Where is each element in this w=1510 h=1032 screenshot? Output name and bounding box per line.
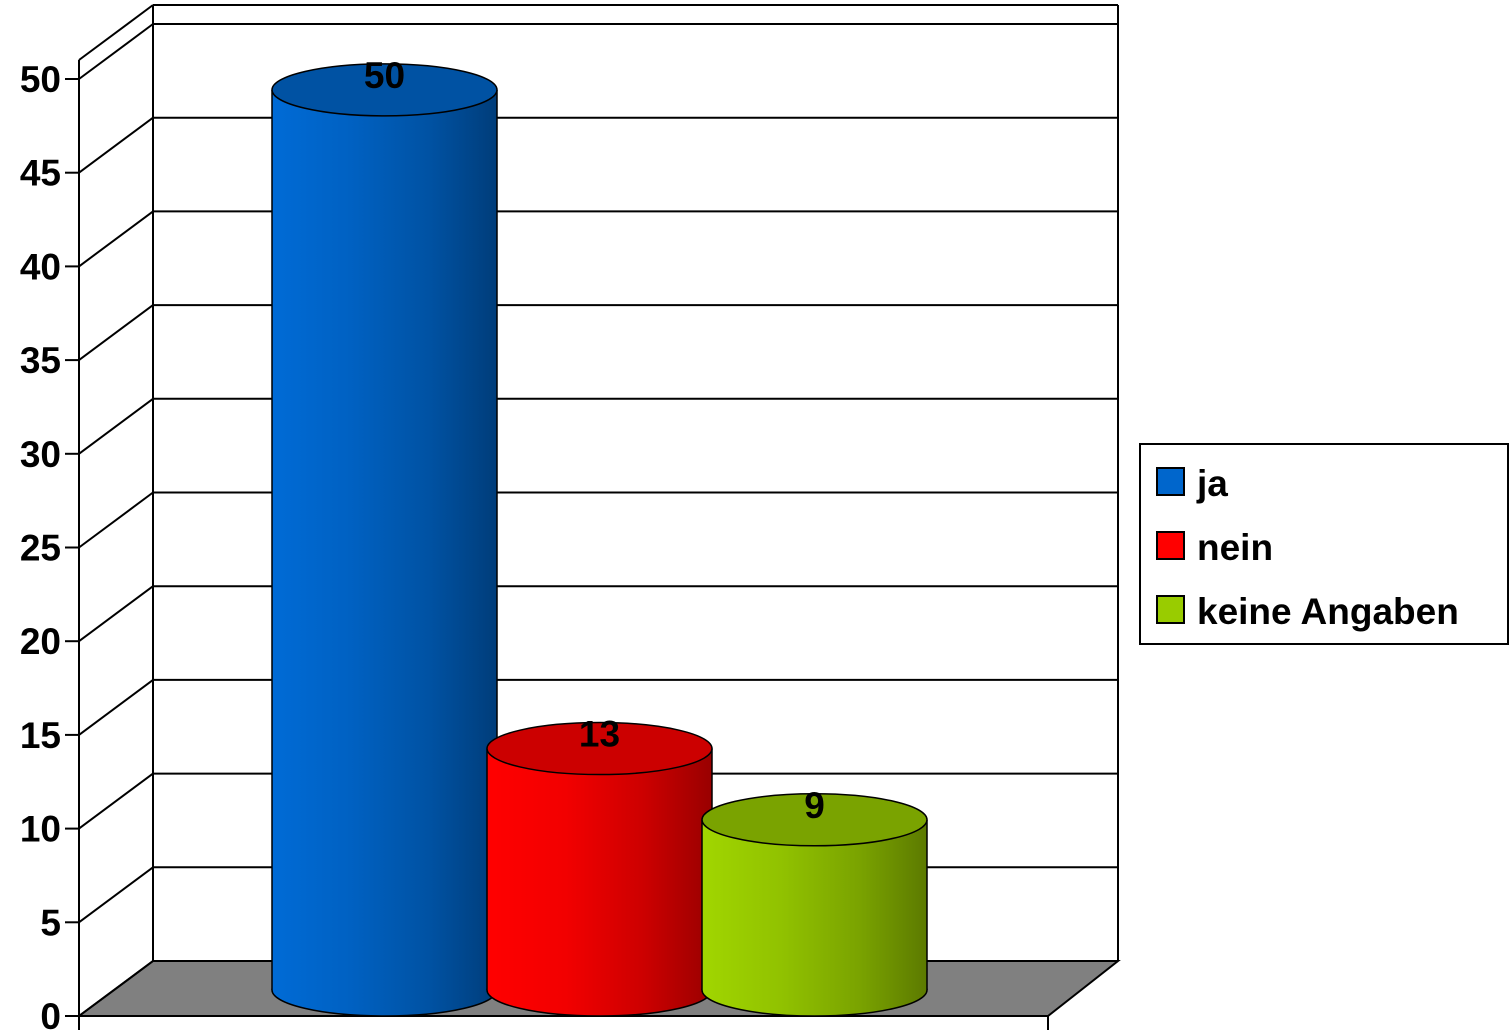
side-gridline <box>78 866 154 924</box>
legend-label-keine-angaben: keine Angaben <box>1197 591 1459 632</box>
side-gridline <box>78 23 154 80</box>
bar-nein <box>486 721 713 1017</box>
y-tick-label: 45 <box>20 153 61 194</box>
side-gridline <box>78 210 154 268</box>
y-tick-label: 5 <box>40 902 61 943</box>
bar-body <box>487 748 712 990</box>
bars <box>271 63 928 1017</box>
side-wall-top-edge <box>78 4 154 61</box>
side-gridline <box>78 304 154 361</box>
y-tick-label: 20 <box>20 621 61 662</box>
bar-top <box>701 793 928 847</box>
y-tick-label: 35 <box>20 340 61 381</box>
side-gridline <box>78 116 154 174</box>
data-label-keine-angaben: 9 <box>804 785 825 826</box>
bar-body <box>272 89 497 991</box>
data-label-ja: 50 <box>364 55 405 96</box>
bar-body <box>702 819 927 990</box>
legend-swatch-nein <box>1156 531 1185 560</box>
data-label-nein: 13 <box>579 714 620 755</box>
legend-swatch-ja <box>1156 467 1185 496</box>
side-gridline <box>78 585 154 643</box>
bar-keine-angaben <box>701 793 928 1017</box>
side-gridline <box>78 772 154 830</box>
side-gridline <box>78 397 154 455</box>
side-gridline <box>78 491 154 549</box>
bar-ja <box>271 63 498 1017</box>
y-tick-labels: 0 5 10 15 20 25 30 35 40 45 50 <box>20 59 61 1032</box>
bar-top <box>486 721 713 776</box>
legend: ja nein keine Angaben <box>1139 443 1509 645</box>
side-gridline <box>78 960 154 1017</box>
y-tick-label: 40 <box>20 246 61 287</box>
side-gridline <box>78 679 154 736</box>
y-tick-label: 25 <box>20 528 61 569</box>
bar-top <box>271 63 498 117</box>
legend-swatch-keine-angaben <box>1156 595 1185 624</box>
y-tick-label: 30 <box>20 434 61 475</box>
y-tick-label: 0 <box>40 996 61 1032</box>
legend-label-nein: nein <box>1197 527 1273 568</box>
data-labels: 50 13 9 <box>364 55 825 826</box>
legend-label-ja: ja <box>1196 463 1228 504</box>
y-tick-label: 15 <box>20 715 61 756</box>
legend-frame <box>1139 443 1509 645</box>
y-tick-label: 50 <box>20 59 61 100</box>
y-axis <box>65 60 1049 1030</box>
y-tick-label: 10 <box>20 809 61 850</box>
